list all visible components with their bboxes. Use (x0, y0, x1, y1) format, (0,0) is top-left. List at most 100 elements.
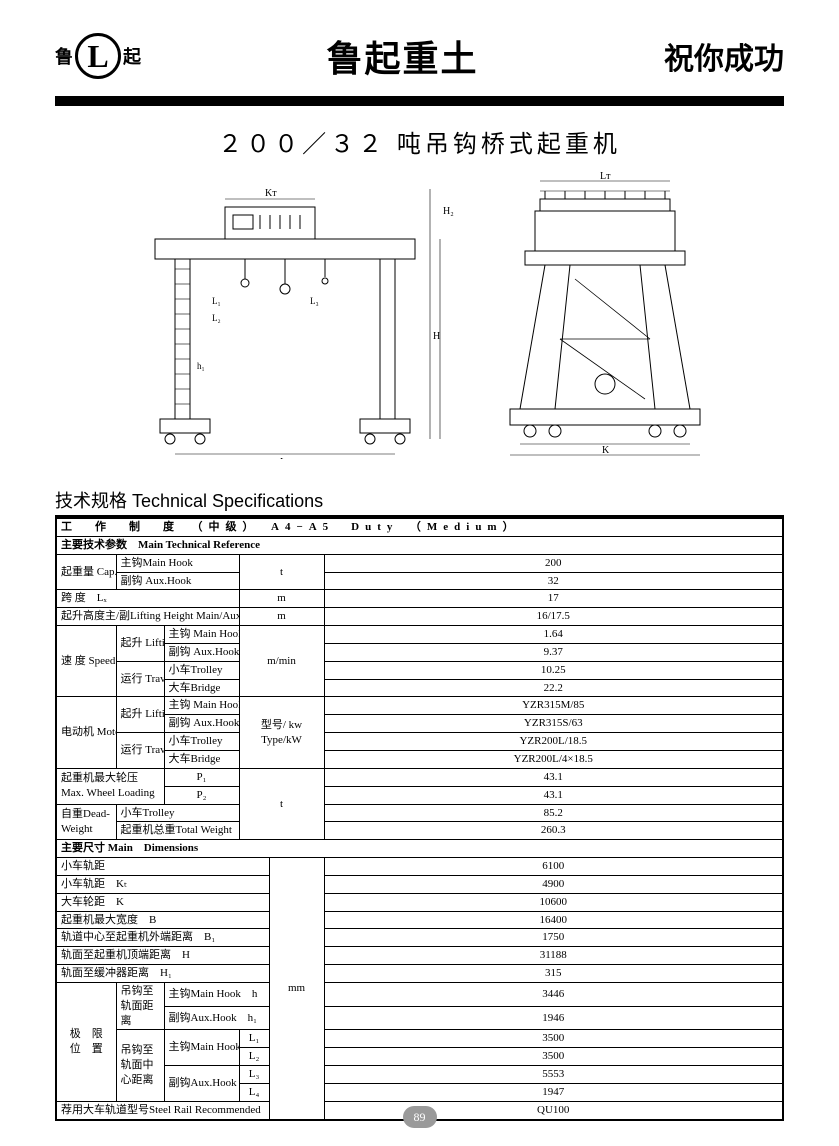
ah-l-label: 副钩Aux.Hook (164, 1066, 239, 1102)
motor-aux-val: YZR315S/63 (324, 715, 783, 733)
l3-val: 5553 (324, 1066, 783, 1084)
dim-label: Lᴛ (600, 171, 611, 182)
wheel-p2-val: 43.1 (324, 786, 783, 804)
speed-aux-val: 9.37 (324, 643, 783, 661)
trolley-gauge-val: 6100 (324, 858, 783, 876)
logo-left-char: 鲁 (55, 43, 73, 69)
header: 鲁 L 起 鲁起重土 祝你成功 (55, 30, 784, 90)
l2-label: L₂ (239, 1048, 269, 1066)
rail-buffer-h1-val: 315 (324, 965, 783, 983)
l3-label: L₃ (239, 1066, 269, 1084)
hook-rail-label: 吊钩至轨面距离 (116, 982, 164, 1030)
lift-height-val: 16/17.5 (324, 608, 783, 626)
lifting-label: 起升 Liftiing (116, 626, 164, 662)
dw-trolley-label: 小车Trolley (116, 804, 239, 822)
crane-span-k-val: 10600 (324, 893, 783, 911)
unit-t: t (239, 554, 324, 590)
dim-label: L₁ (212, 296, 221, 306)
m-main-label: 主钩 Main Hook (164, 697, 239, 715)
page: 鲁 L 起 鲁起重土 祝你成功 ２００／３２ 吨吊钩桥式起重机 (0, 0, 839, 1146)
motor-unit: 型号/ kw Type/kW (239, 697, 324, 768)
main-hook-label: 主钩Main Hook (116, 554, 239, 572)
rail-top-h-val: 31188 (324, 947, 783, 965)
main-tech-heading: 主要技术参数 Main Technical Reference (56, 536, 783, 554)
cap-main-val: 200 (324, 554, 783, 572)
crane-span-k-label: 大车轮距 K (56, 893, 269, 911)
rail-rec-label: 荐用大车轨道型号Steel Rail Recommended (56, 1101, 269, 1119)
unit-t2: t (239, 768, 324, 839)
wheel-p1-val: 43.1 (324, 768, 783, 786)
m-lifting-label: 起升 Liftiing (116, 697, 164, 733)
unit-mm: mm (269, 858, 324, 1120)
m-aux-label: 副钩 Aux.Hook (164, 715, 239, 733)
hook-rail-mh-val: 3446 (324, 982, 783, 1006)
sp-aux-label: 副钩 Aux.Hook (164, 643, 239, 661)
dim-label: L₃ (310, 296, 319, 306)
max-width-b-val: 16400 (324, 911, 783, 929)
speed-main-val: 1.64 (324, 626, 783, 644)
l1-label: L₁ (239, 1030, 269, 1048)
rail-center-b1-label: 轨道中心至起重机外端距离 B₁ (56, 929, 269, 947)
crane-side-diagram: Lᴛ K B (485, 169, 725, 459)
dim-label: H₂ (443, 206, 454, 217)
header-divider (55, 96, 784, 106)
speed-trolley-val: 10.25 (324, 661, 783, 679)
dim-label: Kᴛ (265, 188, 277, 199)
page-number: 89 (403, 1106, 437, 1128)
rail-rec-val: QU100 (324, 1101, 783, 1119)
section-heading: 技术规格 Technical Specifications (55, 487, 784, 517)
spec-table: 工 作 制 度 （中级） A4−A5 Duty （Medium） 主要技术参数 … (55, 517, 784, 1121)
brand-right: 祝你成功 (664, 34, 784, 78)
limit-label: 极 限 位 置 (56, 982, 116, 1101)
max-width-b-label: 起重机最大宽度 B (56, 911, 269, 929)
motor-label: 电动机 Motor (56, 697, 116, 768)
trolley-label: 小车Trolley (164, 661, 239, 679)
unit-mmin: m/min (239, 626, 324, 697)
duty-row: 工 作 制 度 （中级） A4−A5 Duty （Medium） (56, 518, 783, 536)
hook-center-label: 吊钩至轨面中心距离 (116, 1030, 164, 1101)
wheel-load-label: 起重机最大轮压Max. Wheel Loading (56, 768, 164, 804)
rail-top-h-label: 轨面至起重机顶端距离 H (56, 947, 269, 965)
bridge-label: 大车Bridge (164, 679, 239, 697)
span-label: 跨 度 Lₓ (56, 590, 239, 608)
l4-label: L₄ (239, 1084, 269, 1102)
logo-letter: L (87, 38, 108, 75)
mh-h-label: 主钩Main Hook h (164, 982, 269, 1006)
crane-front-diagram: Kᴛ H₂ H L₁ L₂ L₃ h₁ Lₓ (115, 169, 455, 459)
dw-trolley-val: 85.2 (324, 804, 783, 822)
m-bridge-label: 大车Bridge (164, 750, 239, 768)
unit-m: m (239, 590, 324, 608)
dw-total-label: 起重机总重Total Weight (116, 822, 239, 840)
diagram-area: Kᴛ H₂ H L₁ L₂ L₃ h₁ Lₓ (55, 169, 784, 469)
logo-circle-icon: L (75, 33, 121, 79)
m-travelling-label: 运行 Travelling (116, 733, 164, 769)
cap-aux-val: 32 (324, 572, 783, 590)
brand-center: 鲁起重土 (326, 30, 478, 82)
logo-right-char: 起 (123, 43, 141, 69)
travelling-label: 运行 Travelling (116, 661, 164, 697)
hook-rail-ah-val: 1946 (324, 1006, 783, 1030)
motor-bridge-val: YZR200L/4×18.5 (324, 750, 783, 768)
page-title: ２００／３２ 吨吊钩桥式起重机 (55, 124, 784, 159)
p1-label: P₁ (164, 768, 239, 786)
l2-val: 3500 (324, 1048, 783, 1066)
dim-label: H (433, 331, 440, 342)
l4-val: 1947 (324, 1084, 783, 1102)
lift-height-label: 起升高度主/副Lifting Height Main/Aux (56, 608, 239, 626)
p2-label: P₂ (164, 786, 239, 804)
trolley-gauge-k-val: 4900 (324, 875, 783, 893)
speed-label: 速 度 Speed (56, 626, 116, 697)
rail-center-b1-val: 1750 (324, 929, 783, 947)
dim-label: K (602, 445, 610, 456)
sp-main-label: 主钩 Main Hook (164, 626, 239, 644)
dim-label: B (602, 458, 609, 459)
dim-label: h₁ (197, 361, 205, 371)
dim-label: Lₓ (280, 457, 289, 459)
cap-label: 起重量 Cap. (56, 554, 116, 590)
rail-buffer-h1-label: 轨面至缓冲器距离 H₁ (56, 965, 269, 983)
l1-val: 3500 (324, 1030, 783, 1048)
dw-total-val: 260.3 (324, 822, 783, 840)
speed-bridge-val: 22.2 (324, 679, 783, 697)
dim-label: L₂ (212, 313, 221, 323)
m-trolley-label: 小车Trolley (164, 733, 239, 751)
